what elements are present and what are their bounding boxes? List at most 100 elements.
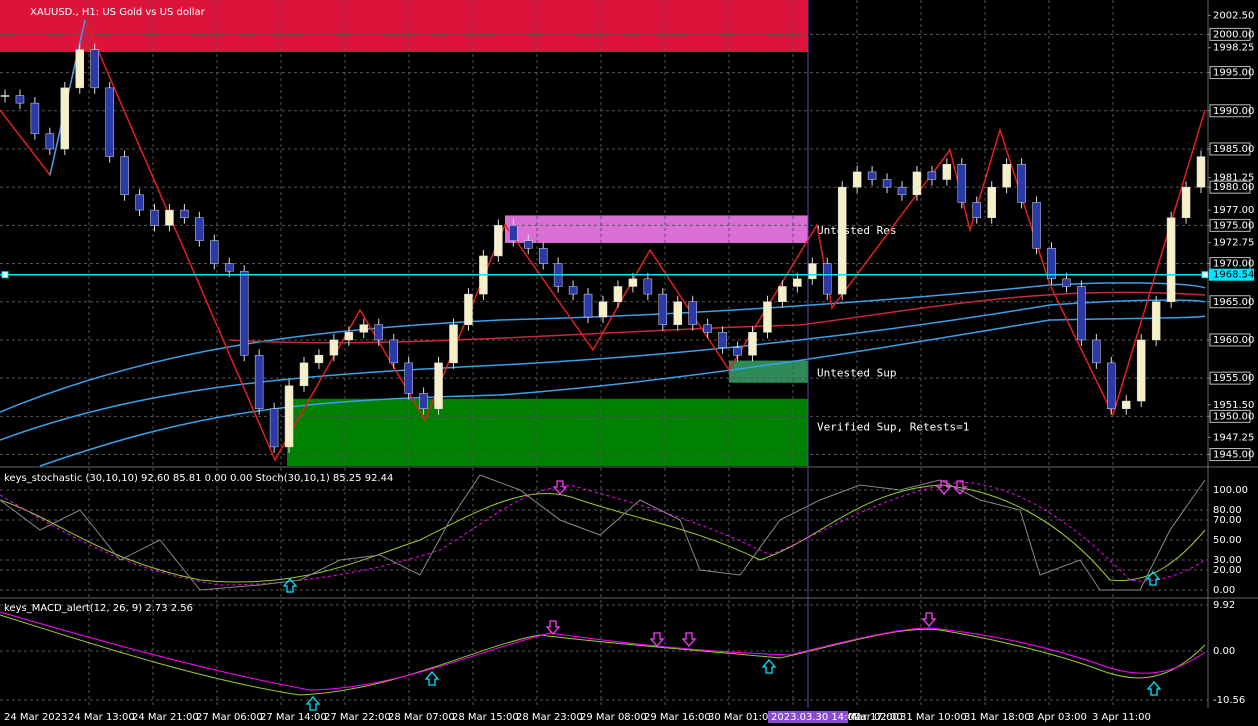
candle [359,324,369,333]
zone [287,398,808,466]
handle [1201,271,1209,279]
candle [942,163,952,180]
level-label: 0.00 [1213,646,1235,657]
time-label: 29 Mar 16:00 [644,712,711,723]
candle [778,286,787,303]
level-label: 100.00 [1213,485,1248,496]
candle [509,225,518,241]
arrow [649,632,665,647]
axes: 2002.50 2000.00 1998.25 1995.00 1990.00 1985.… [0,10,1254,723]
candle [404,362,413,394]
macd-main [0,614,1206,696]
price-label: 1947.25 [1213,432,1254,443]
candle [972,202,981,218]
time-label: 29 Mar 08:00 [580,712,647,723]
candle [1151,301,1161,341]
candle [793,278,802,287]
candle [314,354,324,364]
stoch-title: keys_stochastic (30,10,10) 92.60 85.81 0… [4,473,393,484]
time-label: 24 Mar 13:00 [68,712,135,723]
candle [1166,217,1176,303]
candle [628,278,638,287]
level-label: 50.00 [1213,535,1242,546]
candle [957,163,967,203]
level-label: 70.00 [1213,515,1242,526]
price-label: 1980.00 [1213,182,1254,193]
stoch-main [0,484,1206,583]
candle [269,408,279,448]
candle [90,49,99,89]
candle [299,362,309,387]
time-label: 27 Mar 14:00 [260,712,327,723]
arrow [952,480,968,495]
time-label: 31 Mar 18:00 [964,712,1031,723]
candle [1017,163,1026,203]
candle [673,301,682,325]
time-label: 24 Mar 21:00 [132,712,199,723]
candle [1196,156,1206,188]
candle [598,301,608,318]
arrow [305,696,321,711]
candle [1032,202,1041,249]
level-label: 20.00 [1213,565,1242,576]
price-label: 2000.00 [1213,29,1254,40]
candle [823,263,832,295]
ma-line [0,299,1206,441]
time-label: 27 Mar 06:00 [196,712,263,723]
level-label: 80.00 [1213,505,1242,516]
arrow [936,480,952,495]
signal-arrows [282,480,1162,711]
time-label: Mar 17:00 [848,712,899,723]
candle [75,49,84,89]
candle [1136,339,1146,402]
candle [882,179,892,188]
candle [808,263,817,280]
crosshair-box [768,711,848,723]
time-label: 24 Mar 2023 [4,712,67,723]
macd-signal [0,611,1206,691]
candle [434,362,443,409]
price-label: 1951.50 [1213,400,1254,411]
price-label: 1975.00 [1213,220,1254,231]
price-label: 1955.00 [1213,373,1254,384]
candle [419,393,428,409]
candle [852,171,862,188]
candle [45,133,55,150]
candle [1077,286,1086,341]
candle [135,194,144,211]
candle [1047,248,1056,280]
zone-label: Verified Sup, Retests=1 [817,420,969,433]
candle [658,293,668,325]
current-price-label: 1968.54 [1213,270,1254,281]
time-label: 28 Mar 23:00 [516,712,583,723]
time-label: 3 Apr 03:00 [1028,712,1087,723]
time-label: 28 Mar 15:00 [452,712,519,723]
candle [180,209,189,218]
candle [15,95,25,104]
candle [374,324,383,341]
current-price-box [1209,268,1254,281]
candle [389,339,398,364]
candle [254,354,264,409]
level-label: 0.00 [1213,585,1235,596]
price-label: 1998.25 [1213,43,1254,54]
candle [927,171,937,180]
price-label: 1950.00 [1213,411,1254,422]
price-label: 1960.00 [1213,335,1254,346]
macd-title: keys_MACD_alert(12, 26, 9) 2.73 2.56 [4,603,193,614]
candle [195,217,204,241]
time-label: 30 Mar 01:00 [708,712,775,723]
price-label: 1965.00 [1213,297,1254,308]
price-label: 1985.00 [1213,144,1254,155]
arrow [1145,571,1161,586]
zone [0,0,808,52]
candle [344,332,354,341]
candle [763,301,772,333]
stoch-fast [0,474,1206,591]
candle [1092,339,1101,364]
time-label: 31 Mar 10:00 [900,712,967,723]
zone [729,360,808,383]
candle [329,339,339,356]
